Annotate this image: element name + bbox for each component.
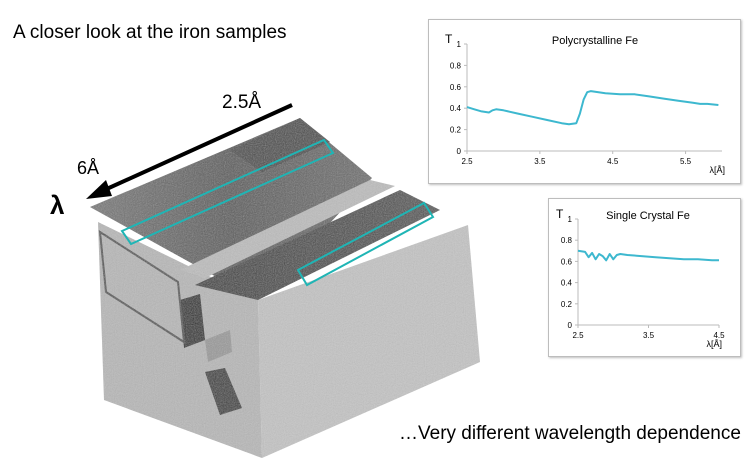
y-tick-label: 0.8 xyxy=(450,61,462,70)
y-tick-label: 0.4 xyxy=(561,279,573,288)
y-tick-label: 0.2 xyxy=(561,300,573,309)
highlight-box-lower xyxy=(296,201,435,287)
y-tick-label: 0.8 xyxy=(561,236,573,245)
highlight-box-upper xyxy=(120,138,335,246)
length-label-top: 2.5Å xyxy=(222,92,261,113)
block-right-face xyxy=(258,225,480,458)
y-axis-label: T xyxy=(445,32,453,46)
y-tick-label: 0 xyxy=(457,147,462,156)
series-line xyxy=(577,249,719,262)
y-tick-label: 0.6 xyxy=(450,83,462,92)
y-tick-label: 0.6 xyxy=(561,257,573,266)
y-tick-label: 1 xyxy=(568,215,573,224)
x-tick-label: 2.5 xyxy=(572,331,584,340)
chart-polycrystalline-svg: Polycrystalline Fe Tλ[Å] 0 0.2 0.4 0.6 0.8 1 2.5… xyxy=(445,32,725,175)
chart-title: Polycrystalline Fe xyxy=(552,35,638,47)
y-tick-label: 0.2 xyxy=(450,126,462,135)
footer-text: …Very different wavelength dependence xyxy=(399,423,741,444)
chart-title: Single Crystal Fe xyxy=(606,210,690,222)
x-tick-label: 4.5 xyxy=(713,331,725,340)
x-tick-label: 5.5 xyxy=(680,157,692,166)
lambda-label: λ xyxy=(50,190,65,220)
y-tick-label: 0.4 xyxy=(450,104,462,113)
length-label-side: 6Å xyxy=(77,158,99,178)
x-axis-label: λ[Å] xyxy=(709,165,725,175)
arrow-head xyxy=(86,180,112,199)
y-tick-label: 0 xyxy=(568,321,573,330)
x-axis-label: λ[Å] xyxy=(706,339,722,349)
series-line xyxy=(466,90,719,126)
chart-single-crystal-svg: Single Crystal Fe Tλ[Å] 0 0.2 0.4 0.6 0.8 1 2.5 3… xyxy=(556,207,725,349)
x-tick-label: 2.5 xyxy=(461,157,473,166)
x-tick-label: 4.5 xyxy=(607,157,619,166)
x-tick-label: 3.5 xyxy=(643,331,655,340)
slide-title: A closer look at the iron samples xyxy=(13,22,287,43)
y-tick-label: 1 xyxy=(457,40,462,49)
y-axis-label: T xyxy=(556,207,564,221)
x-tick-label: 3.5 xyxy=(534,157,546,166)
block-top-face xyxy=(90,118,372,300)
wavelength-arrow xyxy=(99,103,293,194)
